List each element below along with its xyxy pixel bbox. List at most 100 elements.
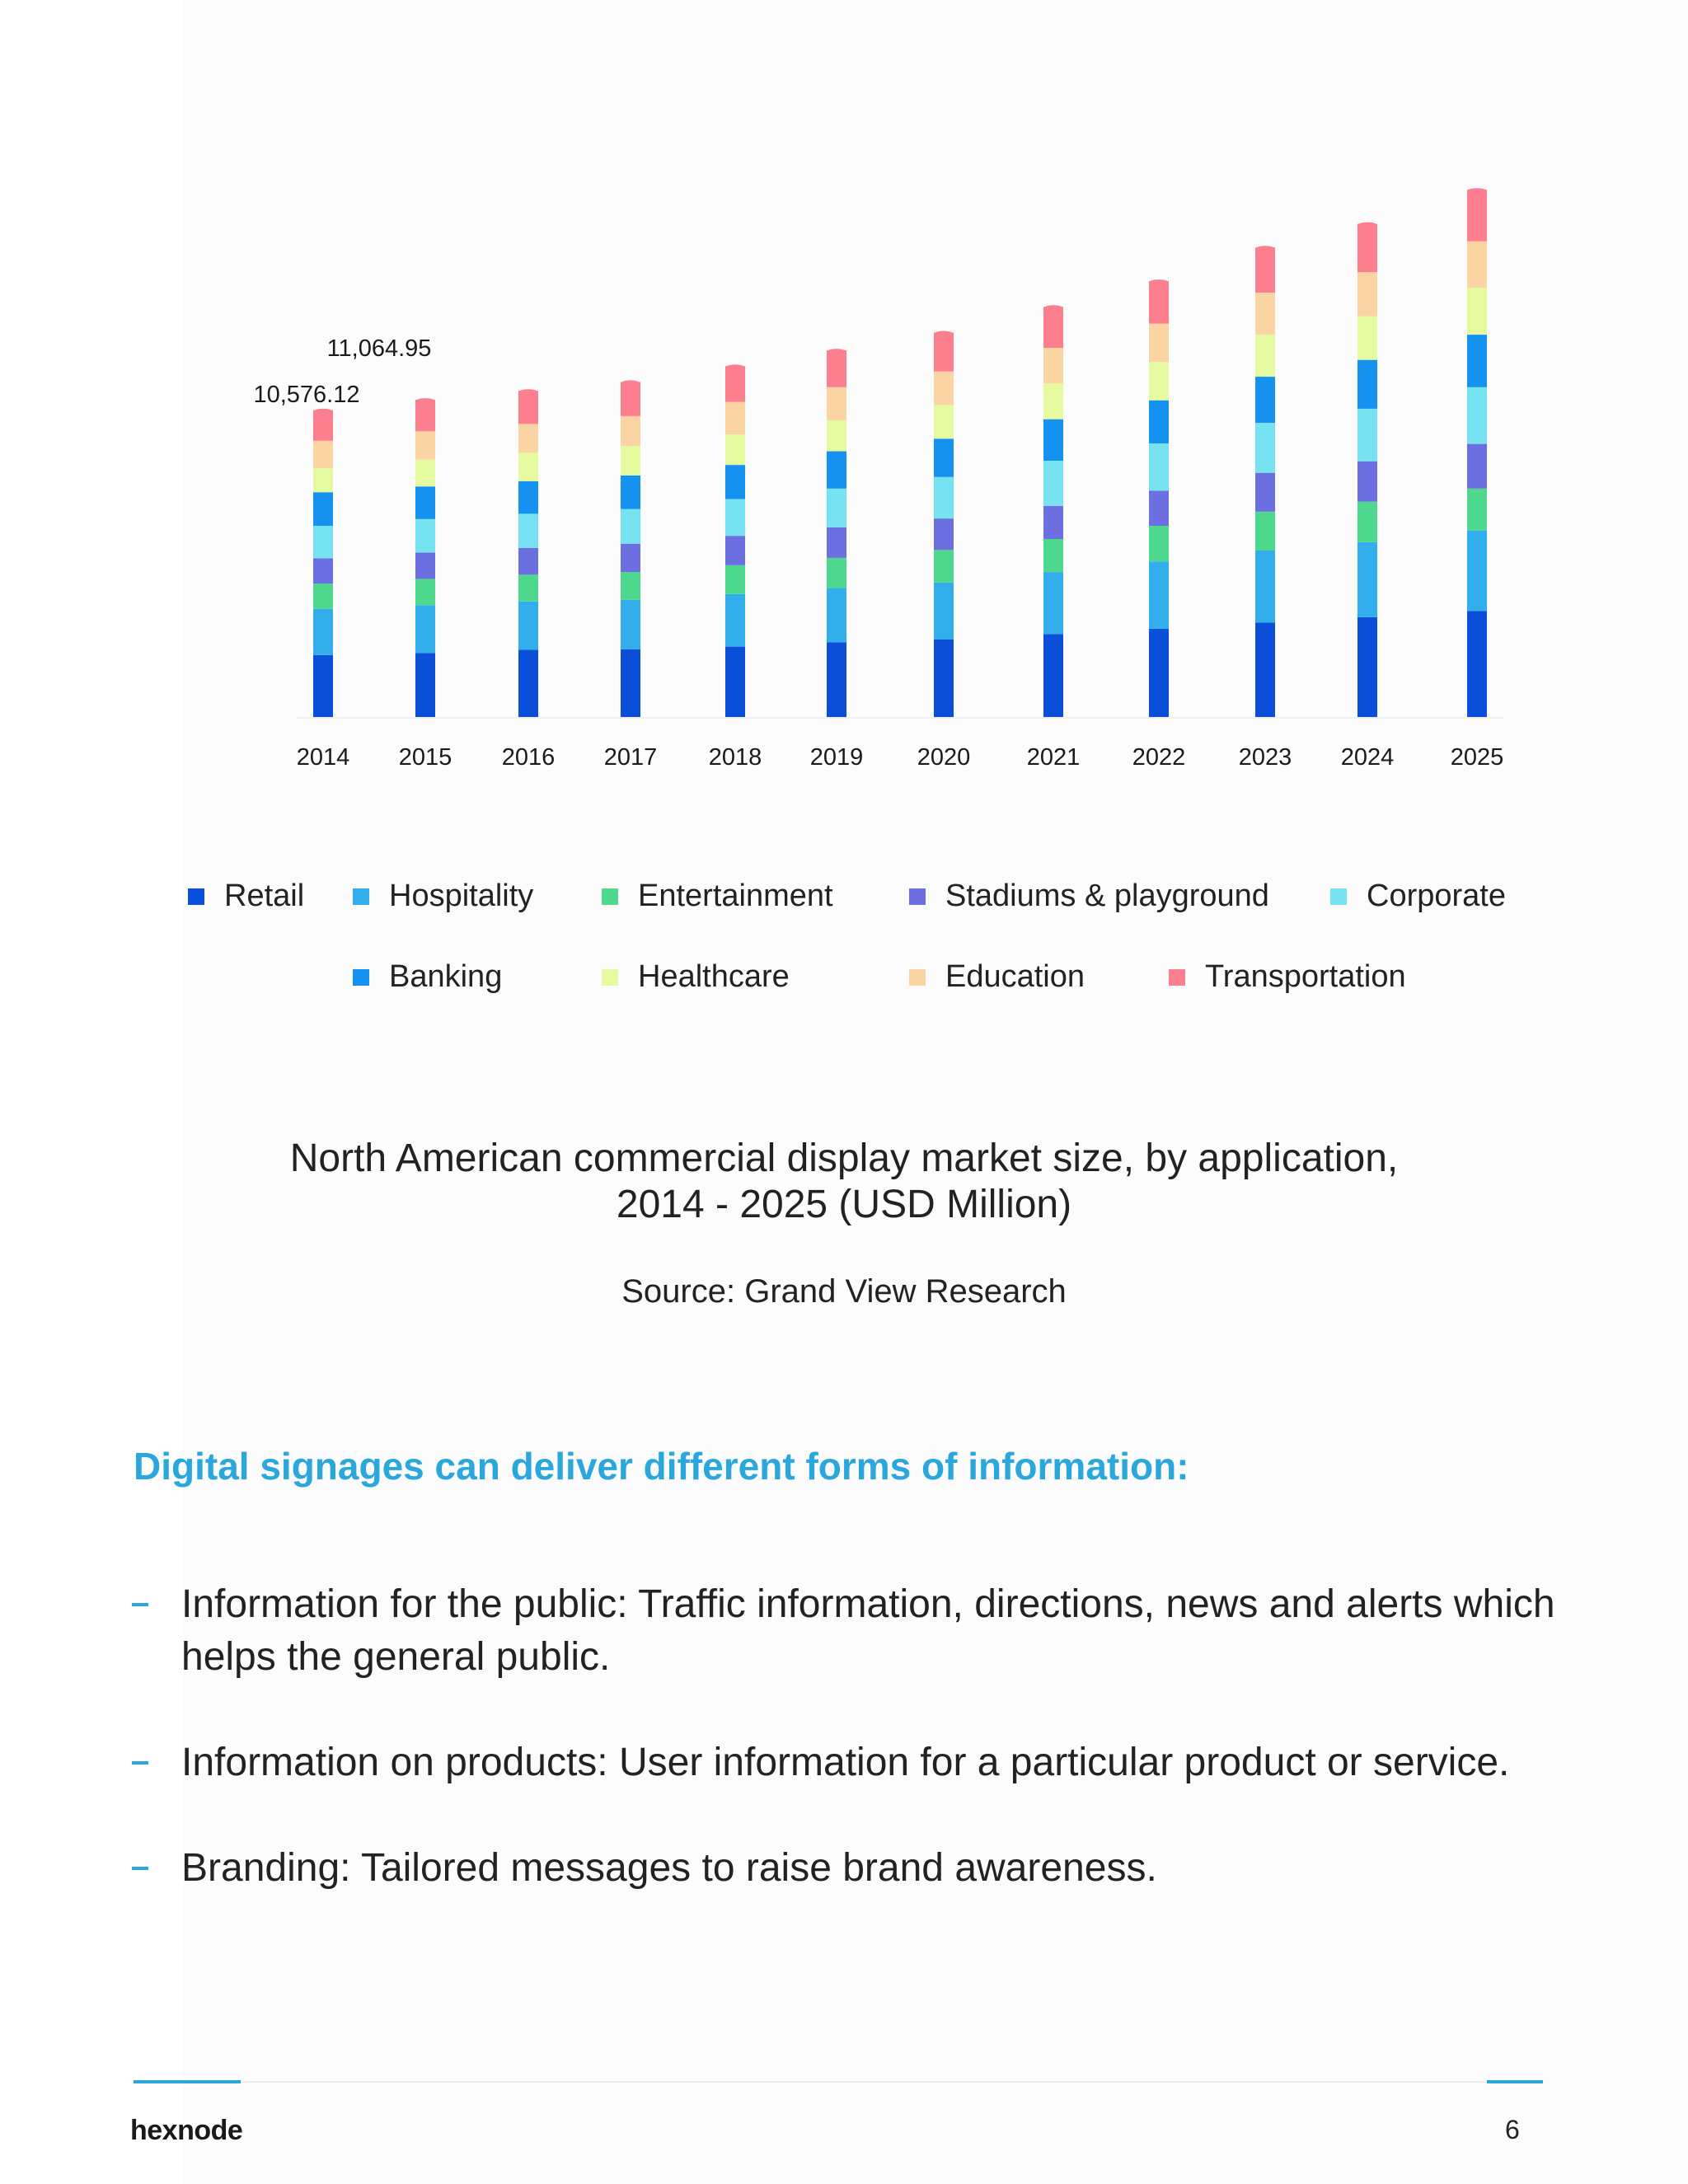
bar-segment-2017-corporate xyxy=(621,509,640,544)
bar-segment-2021-stadiums-playground xyxy=(1043,505,1063,539)
bar-segment-2018-retail xyxy=(725,646,745,717)
dash-icon xyxy=(132,1603,148,1606)
data-label-2015: 11,064.95 xyxy=(327,335,432,362)
bar-segment-2017-banking xyxy=(621,475,640,509)
bar-segment-2023-stadiums-playground xyxy=(1255,472,1275,512)
x-tick-label: 2021 xyxy=(1027,744,1081,771)
bar-segment-2017-hospitality xyxy=(621,599,640,649)
bar-segment-2021-healthcare xyxy=(1043,383,1063,419)
bar-segment-2016-healthcare xyxy=(518,452,538,481)
bar-cap-2025 xyxy=(1467,188,1487,195)
bar-segment-2017-entertainment xyxy=(621,572,640,600)
chart-caption-line-2: 2014 - 2025 (USD Million) xyxy=(616,1183,1072,1226)
bar-segment-2021-corporate xyxy=(1043,461,1063,506)
section-heading: Digital signages can deliver different f… xyxy=(134,1445,1189,1488)
bar-segment-2024-banking xyxy=(1357,359,1377,409)
bar-segment-2019-hospitality xyxy=(827,588,846,643)
bar-segment-2014-banking xyxy=(313,492,333,527)
bar-cap-2014 xyxy=(313,408,333,415)
bar-segment-2020-education xyxy=(934,371,954,405)
bar-segment-2024-stadiums-playground xyxy=(1357,461,1377,502)
bar-segment-2015-education xyxy=(415,431,435,460)
stacked-bar-chart: 2014 2015 2016 2017 2018 2019 2020 2021 2022 2023… xyxy=(253,188,1504,771)
bar-segment-2019-entertainment xyxy=(827,557,846,588)
bar-segment-2016-retail xyxy=(518,649,538,717)
bar-segment-2014-hospitality xyxy=(313,608,333,655)
bar-segment-2015-banking xyxy=(415,486,435,519)
x-tick-label: 2014 xyxy=(297,744,350,771)
bar-segment-2025-corporate xyxy=(1467,387,1487,444)
bar-segment-2024-retail xyxy=(1357,616,1377,717)
bullet-item: Information for the public: Traffic info… xyxy=(130,1578,1573,1684)
bar-segment-2023-transportation xyxy=(1255,247,1275,293)
bar-cap-2016 xyxy=(518,389,538,396)
chart-caption-line-1: North American commercial display market… xyxy=(289,1137,1399,1180)
bar-segment-2024-transportation xyxy=(1357,223,1377,273)
dash-icon xyxy=(132,1867,148,1870)
bar-segment-2019-healthcare xyxy=(827,419,846,452)
bar-segment-2025-entertainment xyxy=(1467,488,1487,531)
bar-segment-2014-transportation xyxy=(313,410,333,441)
bar-segment-2023-healthcare xyxy=(1255,335,1275,377)
bullet-text: Information on products: User informatio… xyxy=(181,1741,1510,1784)
bullet-item: Branding: Tailored messages to raise bra… xyxy=(130,1842,1573,1895)
bar-segment-2015-healthcare xyxy=(415,459,435,487)
footer-accent-left xyxy=(134,2080,241,2083)
x-tick-label: 2018 xyxy=(709,744,762,771)
bar-segment-2019-education xyxy=(827,387,846,420)
bar-segment-2024-entertainment xyxy=(1357,501,1377,542)
bar-segment-2016-entertainment xyxy=(518,574,538,602)
x-tick-label: 2025 xyxy=(1451,744,1504,771)
bar-segment-2015-hospitality xyxy=(415,605,435,654)
bar-segment-2022-corporate xyxy=(1149,443,1169,491)
bar-segment-2022-retail xyxy=(1149,628,1169,717)
hexnode-logo: hexnode xyxy=(130,2115,243,2146)
bar-segment-2015-corporate xyxy=(415,518,435,553)
dash-icon xyxy=(132,1761,148,1765)
bullet-text: Information for the public: Traffic info… xyxy=(181,1582,1555,1679)
bar-cap-2022 xyxy=(1149,279,1169,287)
bar-segment-2019-corporate xyxy=(827,488,846,527)
bar-segment-2022-entertainment xyxy=(1149,526,1169,562)
bar-segment-2017-retail xyxy=(621,649,640,717)
bar-segment-2020-healthcare xyxy=(934,405,954,439)
bar-segment-2014-healthcare xyxy=(313,467,333,493)
bar-segment-2022-transportation xyxy=(1149,281,1169,324)
bar-segment-2015-entertainment xyxy=(415,579,435,606)
bar-segment-2017-stadiums-playground xyxy=(621,543,640,573)
bar-segment-2020-banking xyxy=(934,438,954,477)
bar-segment-2022-banking xyxy=(1149,400,1169,443)
x-tick-label: 2022 xyxy=(1132,744,1186,771)
x-tick-label: 2019 xyxy=(810,744,864,771)
bar-cap-2023 xyxy=(1255,246,1275,253)
bar-segment-2015-stadiums-playground xyxy=(415,552,435,579)
bar-segment-2021-banking xyxy=(1043,419,1063,462)
bar-segment-2022-hospitality xyxy=(1149,561,1169,629)
bar-segment-2021-education xyxy=(1043,348,1063,384)
bar-segment-2014-entertainment xyxy=(313,583,333,609)
footer-divider xyxy=(134,2081,1543,2083)
bar-segment-2025-transportation xyxy=(1467,190,1487,241)
bar-segment-2019-retail xyxy=(827,642,846,717)
bar-segment-2025-healthcare xyxy=(1467,288,1487,335)
bar-segment-2016-banking xyxy=(518,480,538,514)
bar-segment-2018-hospitality xyxy=(725,593,745,647)
chart-source: Source: Grand View Research xyxy=(621,1273,1067,1310)
bar-segment-2014-stadiums-playground xyxy=(313,558,333,584)
bar-segment-2016-corporate xyxy=(518,513,538,548)
bar-segment-2019-transportation xyxy=(827,350,846,387)
bar-segment-2021-entertainment xyxy=(1043,538,1063,573)
bar-segment-2025-education xyxy=(1467,241,1487,288)
x-tick-label: 2024 xyxy=(1341,744,1395,771)
bar-segment-2016-education xyxy=(518,424,538,453)
bar-cap-2021 xyxy=(1043,305,1063,312)
bar-segment-2024-education xyxy=(1357,272,1377,316)
bar-segment-2021-transportation xyxy=(1043,307,1063,349)
bullet-list: Information for the public: Traffic info… xyxy=(130,1578,1573,1947)
bar-segment-2016-stadiums-playground xyxy=(518,547,538,575)
x-tick-label: 2023 xyxy=(1239,744,1292,771)
bar-segment-2023-banking xyxy=(1255,377,1275,424)
page-number: 6 xyxy=(1505,2115,1520,2144)
bar-cap-2019 xyxy=(827,349,846,356)
bar-segment-2018-banking xyxy=(725,465,745,499)
